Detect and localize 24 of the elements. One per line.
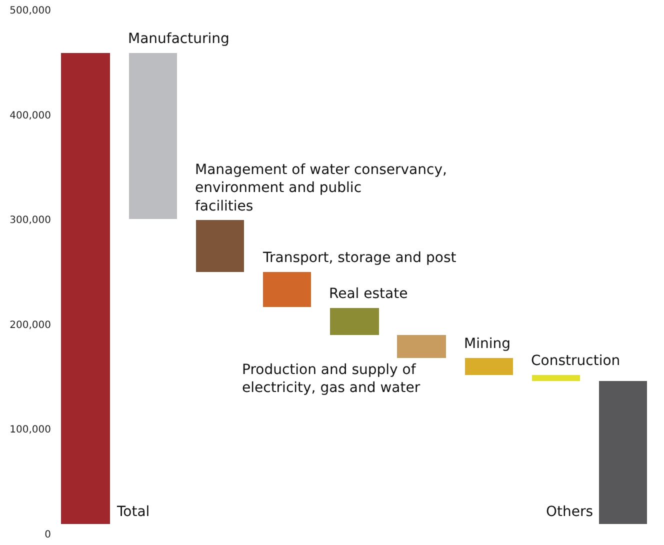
bar: [330, 308, 379, 335]
annotation: Real estate: [329, 286, 408, 302]
annotation: Total: [116, 504, 150, 520]
bar: [196, 220, 244, 272]
annotation: Manufacturing: [128, 31, 230, 47]
bar: [465, 358, 513, 375]
bar: [129, 53, 177, 219]
bar: [61, 53, 110, 524]
y-tick-label: 200,000: [10, 320, 51, 331]
bar: [397, 335, 446, 358]
y-tick-label: 0: [44, 530, 51, 540]
y-tick-label: 100,000: [10, 424, 51, 436]
y-tick-label: 400,000: [10, 110, 51, 122]
annotation: Others: [546, 504, 594, 520]
annotation: Transport, storage and post: [262, 250, 457, 266]
annotation: Construction: [531, 353, 620, 369]
annotation: Production and supply of electricity, gas and water: [242, 362, 420, 396]
annotation: Management of water conservancy, environment and public facilities: [195, 162, 447, 214]
bar: [532, 375, 580, 381]
bar: [263, 272, 311, 307]
y-tick-label: 500,000: [10, 6, 51, 16]
annotation: Mining: [464, 336, 510, 352]
y-tick-label: 300,000: [10, 215, 51, 226]
bar: [599, 381, 647, 524]
